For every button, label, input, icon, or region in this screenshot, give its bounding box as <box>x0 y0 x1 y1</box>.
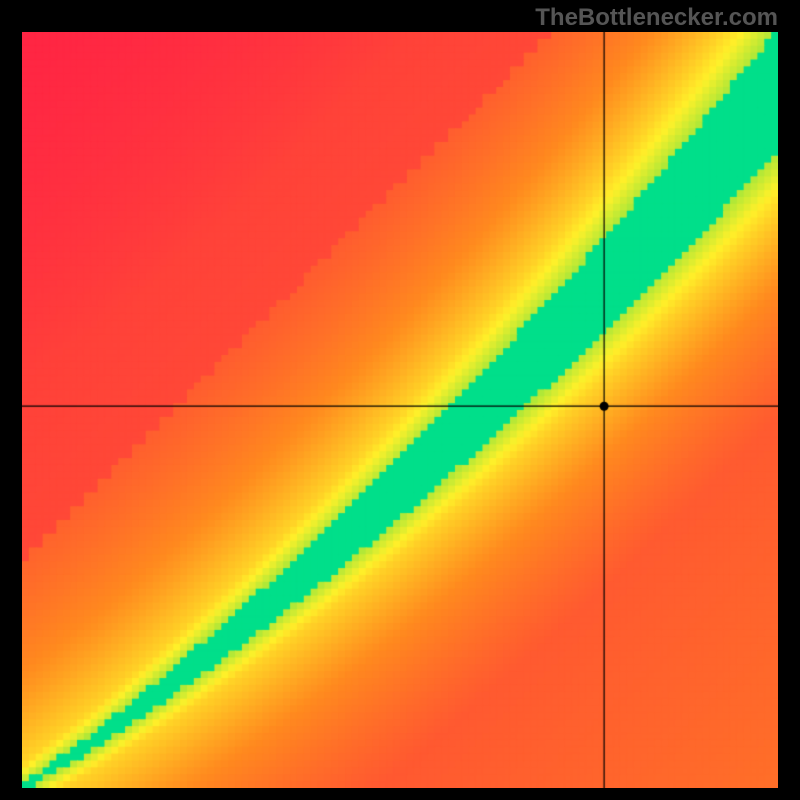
bottleneck-heatmap <box>22 32 778 788</box>
chart-container: TheBottlenecker.com <box>0 0 800 800</box>
watermark-text: TheBottlenecker.com <box>535 4 778 32</box>
